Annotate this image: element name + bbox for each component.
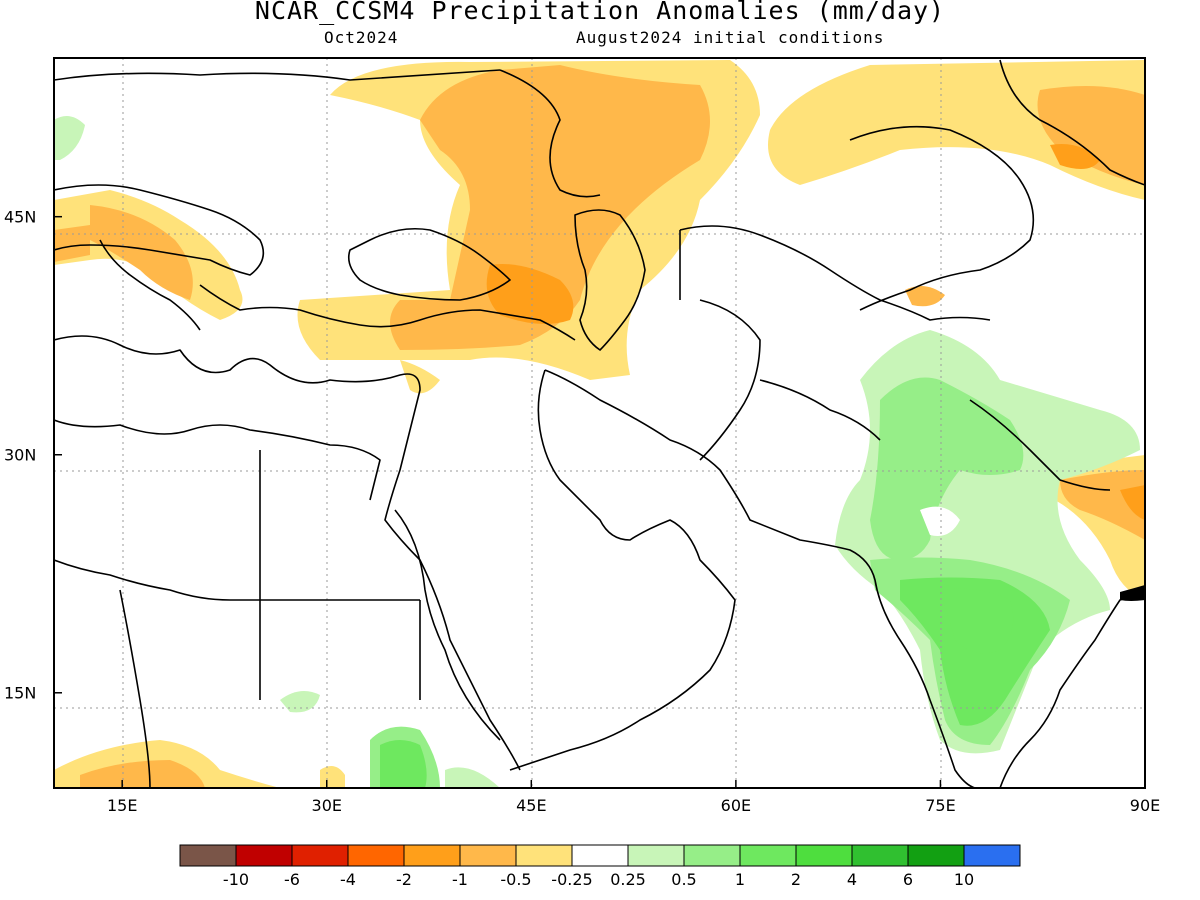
lat-tick-label: 45N — [4, 207, 37, 227]
colorbar-label: -0.5 — [500, 870, 532, 889]
colorbar-swatch — [291, 844, 349, 867]
lon-tick-label: 75E — [925, 796, 956, 815]
initial-conditions: August2024 initial conditions — [576, 28, 885, 47]
lon-tick-label: 45E — [516, 796, 547, 815]
colorbar-label: 10 — [953, 870, 975, 889]
axis-ticks — [54, 215, 1146, 788]
colorbar-swatch — [795, 844, 853, 867]
colorbar-label: 2 — [790, 870, 802, 889]
colorbar-swatch — [683, 844, 741, 867]
colorbar-label: 1 — [734, 870, 746, 889]
lon-tick-label: 60E — [720, 796, 752, 815]
lon-tick-label: 90E — [1129, 796, 1161, 815]
coastlines-and-borders — [54, 59, 1145, 788]
colorbar-label: -1 — [452, 870, 468, 889]
colorbar-label: -10 — [222, 870, 250, 889]
lon-tick-label: 15E — [106, 796, 138, 815]
forecast-month: Oct2024 — [324, 28, 399, 47]
colorbar-swatch — [235, 844, 293, 867]
colorbar-swatch — [403, 844, 461, 867]
dry-anomaly-shading — [54, 60, 1145, 788]
colorbar-label: -6 — [284, 870, 300, 889]
colorbar-swatch — [347, 844, 405, 867]
coast-detail — [1120, 585, 1145, 601]
colorbar-swatch — [851, 844, 909, 867]
colorbar-swatch — [739, 844, 797, 867]
lon-tick-label: 30E — [311, 796, 342, 815]
colorbar-swatch — [571, 844, 629, 867]
colorbar-swatch — [907, 844, 965, 867]
colorbar-label: -2 — [396, 870, 412, 889]
colorbar-label: 0.5 — [671, 870, 697, 889]
colorbar-swatch — [515, 844, 573, 867]
colorbar-label: -4 — [340, 870, 356, 889]
colorbar-label: 0.25 — [610, 870, 646, 889]
colorbar-label: -0.25 — [551, 870, 593, 889]
lat-tick-label: 30N — [4, 445, 37, 465]
colorbar — [179, 844, 1021, 867]
lat-tick-label: 15N — [4, 683, 37, 703]
colorbar-swatch — [627, 844, 685, 867]
colorbar-label: 6 — [902, 870, 914, 889]
map-title: NCAR_CCSM4 Precipitation Anomalies (mm/d… — [254, 0, 946, 25]
colorbar-swatch — [459, 844, 517, 867]
colorbar-label: 4 — [846, 870, 858, 889]
colorbar-swatch — [963, 844, 1021, 867]
graticule — [54, 58, 1145, 788]
colorbar-swatch — [179, 844, 237, 867]
map-frame — [53, 57, 1146, 789]
wet-anomaly-shading — [54, 116, 1140, 788]
